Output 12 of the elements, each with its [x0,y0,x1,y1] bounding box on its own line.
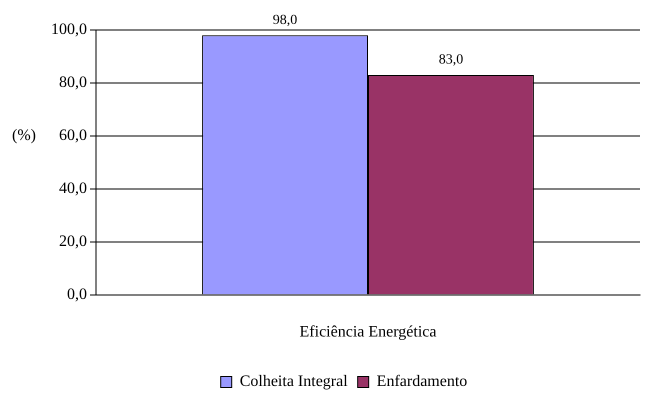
y-tick-label: 40,0 [59,180,87,198]
y-axis-title: (%) [12,127,36,144]
data-label: 83,0 [438,52,464,68]
x-tick-label: Eficiência Energética [300,324,436,341]
y-tick-label: 0,0 [67,286,87,304]
y-tick-label: 80,0 [59,74,87,92]
data-label: 98,0 [272,12,298,28]
y-tick-label: 20,0 [59,233,87,250]
y-tick-label: 60,0 [59,127,87,144]
y-tick-label: 100,0 [51,21,87,38]
legend-label: Colheita Integral [240,373,348,390]
legend-label: Enfardamento [376,373,468,390]
